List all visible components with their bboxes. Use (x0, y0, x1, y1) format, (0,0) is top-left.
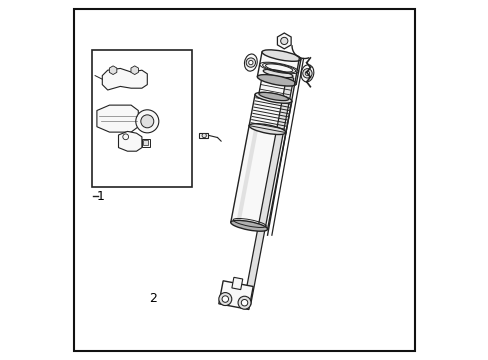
Circle shape (241, 300, 247, 306)
Bar (142, 140, 148, 145)
Polygon shape (218, 281, 253, 310)
Polygon shape (243, 77, 293, 306)
Ellipse shape (230, 220, 267, 231)
Polygon shape (258, 71, 292, 99)
Polygon shape (249, 94, 291, 132)
Ellipse shape (258, 93, 288, 100)
Ellipse shape (257, 75, 296, 86)
Circle shape (305, 71, 309, 76)
Bar (231, 277, 242, 290)
Circle shape (302, 69, 311, 78)
Circle shape (248, 60, 252, 65)
Polygon shape (109, 66, 117, 75)
Bar (142, 139, 149, 147)
Polygon shape (131, 66, 138, 75)
Text: 2: 2 (148, 292, 156, 305)
Circle shape (238, 296, 250, 309)
Circle shape (245, 58, 255, 67)
Ellipse shape (301, 65, 313, 82)
Bar (91, 50, 192, 187)
Circle shape (122, 134, 128, 140)
Ellipse shape (262, 50, 300, 61)
Polygon shape (277, 33, 290, 49)
Circle shape (222, 296, 228, 302)
Polygon shape (118, 131, 142, 151)
Circle shape (202, 133, 206, 138)
Circle shape (218, 293, 231, 306)
Polygon shape (102, 68, 147, 90)
Ellipse shape (244, 54, 257, 71)
Ellipse shape (263, 69, 292, 78)
Polygon shape (97, 105, 138, 132)
Bar (199, 133, 208, 138)
Polygon shape (257, 52, 300, 84)
Ellipse shape (248, 124, 285, 135)
Polygon shape (230, 126, 285, 229)
Text: 1: 1 (96, 190, 104, 203)
Circle shape (136, 110, 159, 133)
Ellipse shape (255, 93, 291, 103)
Circle shape (280, 37, 287, 45)
Circle shape (141, 115, 153, 128)
